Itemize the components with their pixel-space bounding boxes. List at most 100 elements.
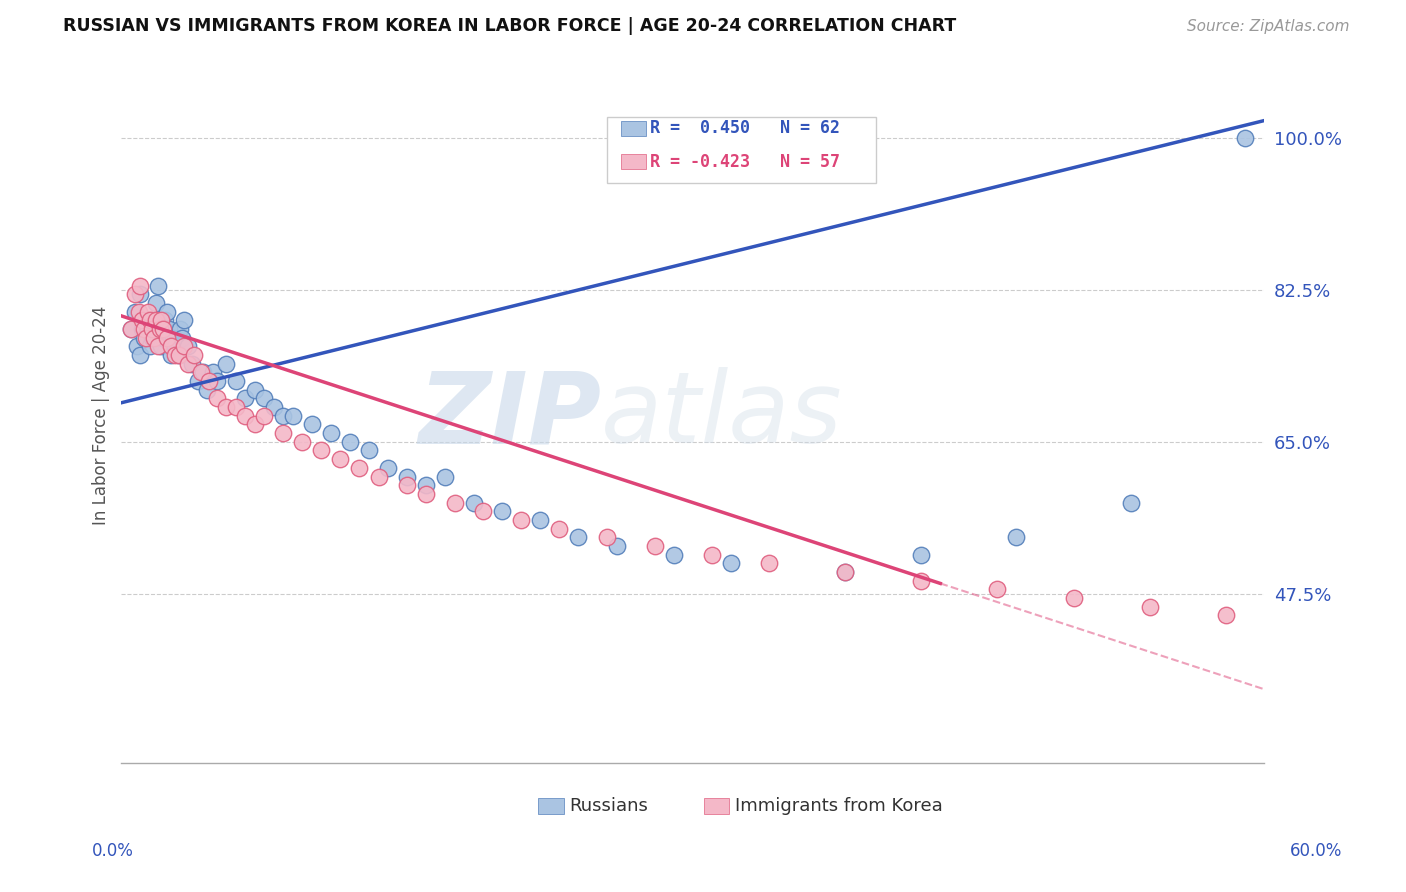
Point	[183, 348, 205, 362]
Point	[124, 287, 146, 301]
Point	[142, 330, 165, 344]
Point	[339, 434, 361, 449]
Point	[463, 495, 485, 509]
Text: atlas: atlas	[602, 368, 844, 464]
Point	[187, 374, 209, 388]
Point	[644, 539, 666, 553]
Point	[157, 322, 180, 336]
Point	[180, 357, 202, 371]
Point	[396, 478, 419, 492]
Point	[1348, 625, 1371, 640]
Point	[273, 426, 295, 441]
Point	[152, 330, 174, 344]
Point	[129, 287, 152, 301]
Point	[243, 417, 266, 432]
Point	[567, 530, 589, 544]
Point	[233, 392, 256, 406]
Bar	[621, 120, 645, 136]
Point	[986, 582, 1008, 597]
Point	[193, 365, 215, 379]
Point	[491, 504, 513, 518]
Point	[173, 313, 195, 327]
Point	[529, 513, 551, 527]
Point	[205, 374, 228, 388]
Point	[142, 313, 165, 327]
Point	[377, 460, 399, 475]
Bar	[538, 798, 564, 814]
Text: Immigrants from Korea: Immigrants from Korea	[735, 797, 943, 815]
Point	[367, 469, 389, 483]
Text: Source: ZipAtlas.com: Source: ZipAtlas.com	[1187, 20, 1350, 34]
Point	[146, 339, 169, 353]
Point	[124, 304, 146, 318]
Point	[135, 313, 157, 327]
Point	[415, 487, 437, 501]
Point	[173, 339, 195, 353]
Text: RUSSIAN VS IMMIGRANTS FROM KOREA IN LABOR FORCE | AGE 20-24 CORRELATION CHART: RUSSIAN VS IMMIGRANTS FROM KOREA IN LABO…	[63, 17, 956, 35]
Point	[319, 426, 342, 441]
Point	[396, 469, 419, 483]
Point	[662, 548, 685, 562]
Point	[253, 409, 276, 423]
Point	[156, 304, 179, 318]
Point	[136, 304, 159, 318]
Point	[215, 357, 238, 371]
Point	[148, 322, 170, 336]
Point	[177, 339, 200, 353]
Point	[253, 392, 276, 406]
Bar	[621, 154, 645, 169]
Point	[162, 330, 184, 344]
Point	[311, 443, 333, 458]
Point	[291, 434, 314, 449]
Point	[281, 409, 304, 423]
Point	[1234, 131, 1257, 145]
Point	[167, 348, 190, 362]
Point	[472, 504, 495, 518]
Point	[606, 539, 628, 553]
Point	[134, 322, 156, 336]
Point	[834, 565, 856, 579]
Point	[139, 339, 162, 353]
Text: 0.0%: 0.0%	[91, 842, 134, 860]
Point	[172, 330, 194, 344]
Point	[329, 452, 352, 467]
Point	[160, 348, 183, 362]
Point	[215, 400, 238, 414]
Point	[301, 417, 323, 432]
Point	[136, 322, 159, 336]
Point	[357, 443, 380, 458]
Point	[139, 313, 162, 327]
Point	[198, 374, 221, 388]
Point	[596, 530, 619, 544]
Point	[700, 548, 723, 562]
Point	[177, 357, 200, 371]
Point	[190, 365, 212, 379]
Point	[910, 548, 932, 562]
Text: R = -0.423   N = 57: R = -0.423 N = 57	[651, 153, 841, 170]
Point	[145, 296, 167, 310]
Point	[135, 330, 157, 344]
Point	[163, 339, 186, 353]
Point	[273, 409, 295, 423]
Point	[152, 322, 174, 336]
Point	[163, 348, 186, 362]
Point	[443, 495, 465, 509]
Point	[1139, 599, 1161, 614]
Point	[349, 460, 371, 475]
Point	[131, 313, 153, 327]
Point	[167, 348, 190, 362]
Point	[150, 313, 173, 327]
Point	[225, 400, 247, 414]
Point	[129, 278, 152, 293]
Y-axis label: In Labor Force | Age 20-24: In Labor Force | Age 20-24	[93, 306, 110, 525]
Point	[758, 557, 780, 571]
Point	[910, 574, 932, 588]
Point	[1291, 617, 1313, 632]
Point	[156, 330, 179, 344]
Point	[120, 322, 142, 336]
Point	[834, 565, 856, 579]
Point	[201, 365, 224, 379]
Point	[120, 322, 142, 336]
Point	[134, 330, 156, 344]
Bar	[704, 798, 730, 814]
